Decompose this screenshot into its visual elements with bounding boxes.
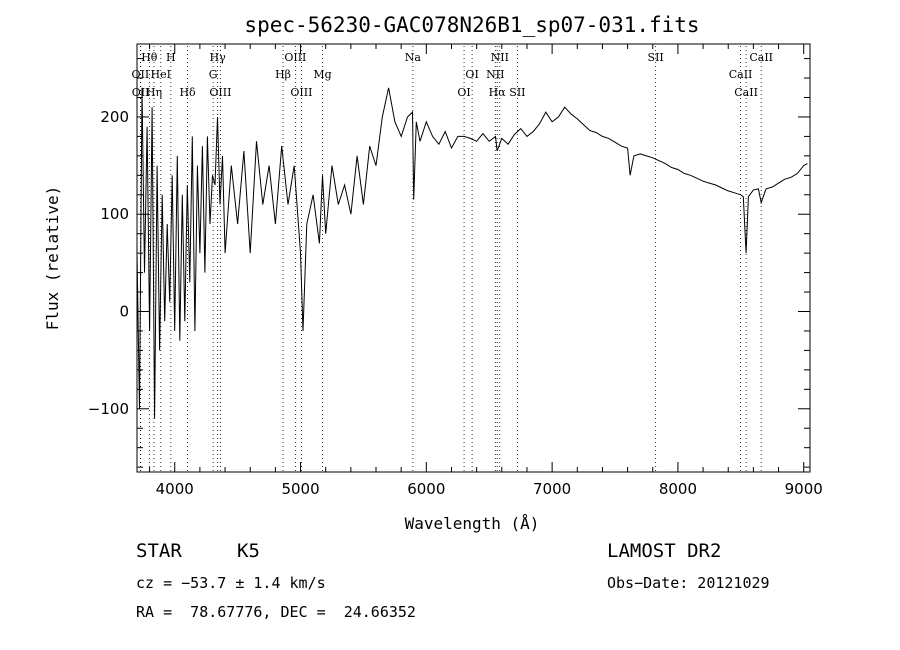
spectral-line-label: Hγ [210,51,227,64]
spectrum-line [136,87,808,419]
spectral-line-label: OIII [284,51,306,64]
x-tick-label: 7000 [533,480,571,498]
y-tick-label: 200 [100,108,129,126]
y-tick-label: 0 [119,303,129,321]
survey-label: LAMOST DR2 [607,540,722,562]
x-tick-label: 5000 [281,480,319,498]
spectral-line-label: CaII [749,51,773,64]
plot-frame [136,43,811,473]
spectral-line-label: OII [132,86,150,99]
x-tick-label: 8000 [659,480,697,498]
spectral-line-label: Hα [489,86,507,99]
object-subclass: K5 [237,540,260,562]
x-tick-label: 6000 [407,480,445,498]
spectral-line-label: Hθ [141,51,158,64]
x-tick-label: 4000 [156,480,194,498]
spectral-line-label: NII [491,51,509,64]
spectral-line-label: CaII [734,86,758,99]
y-tick-label: 100 [100,205,129,223]
spectral-line-label: Hδ [179,86,196,99]
x-tick-label: 9000 [785,480,823,498]
spectral-line-label: OIII [290,86,312,99]
ra-dec: RA = 78.67776, DEC = 24.66352 [136,603,416,621]
spectral-line-label: OI [465,68,478,81]
spectral-line-label: NII [486,68,504,81]
spectral-line-label: OIII [209,86,231,99]
spectral-line-label: CaII [729,68,753,81]
observation-date: Obs−Date: 20121029 [607,574,770,592]
redshift-cz: cz = −53.7 ± 1.4 km/s [136,574,326,592]
spectral-line-label: Na [405,51,422,64]
spectral-line-label: Mg [313,68,331,81]
chart-title: spec-56230-GAC078N26B1_sp07-031.fits [244,13,699,37]
spectral-line-label: Hη [146,86,162,99]
x-axis-label: Wavelength (Å) [405,514,540,533]
spectral-line-label: SII [648,51,664,64]
spectral-line-label: G [209,68,218,81]
spectral-line-label: OI [457,86,470,99]
spectral-line-label: SII [509,86,525,99]
object-class: STAR [136,540,182,562]
spectral-line-label: Hβ [275,68,291,81]
spectral-line-label: HeI [151,68,171,81]
spectral-line-label: H [166,51,176,64]
y-tick-label: −100 [88,400,129,418]
y-axis-label: Flux (relative) [43,186,62,331]
